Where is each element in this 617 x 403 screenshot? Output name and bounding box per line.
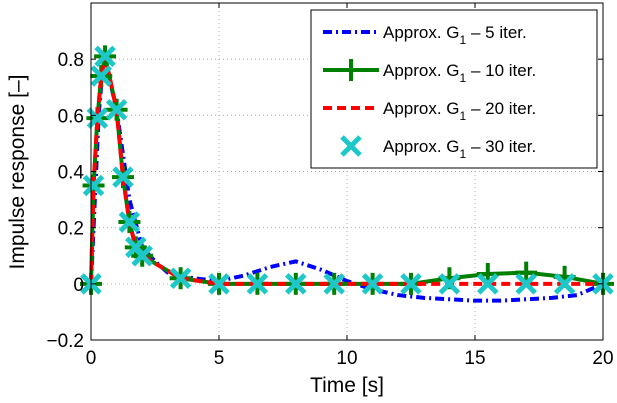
y-tick-label: 0	[73, 275, 84, 296]
data-point	[105, 98, 128, 121]
x-tick-label: 0	[86, 348, 97, 369]
series-layer	[80, 45, 614, 303]
x-marker-b	[400, 273, 422, 295]
axis-ticks: 0 5 10 15 20−0.200.20.40.60.8	[46, 3, 614, 369]
data-point	[82, 174, 105, 197]
legend-item-3: Approx. G1 – 20 iter.	[323, 99, 536, 123]
legend-item-4: Approx. G1 – 30 iter.	[340, 135, 536, 161]
x-marker-b	[118, 211, 141, 233]
x-marker-b	[515, 273, 537, 295]
y-axis-label: Impulse response [–]	[6, 75, 29, 270]
x-marker-b	[131, 244, 153, 267]
x-marker-b	[477, 273, 499, 295]
x-marker-b	[285, 273, 307, 295]
x-marker-b	[105, 98, 128, 121]
x-tick-label: 20	[592, 348, 613, 369]
legend: Approx. G1 – 5 iter. Approx. G1 – 10 iter…	[310, 9, 598, 169]
data-point	[112, 166, 134, 188]
x-marker-b	[361, 273, 384, 295]
x-axis-label: Time [s]	[310, 374, 384, 397]
data-point	[438, 273, 461, 295]
series-3	[89, 54, 603, 286]
x-marker-b	[208, 273, 230, 295]
x-marker-b	[553, 273, 576, 295]
y-tick-label: −0.2	[46, 331, 84, 352]
x-marker-b	[94, 45, 116, 68]
y-tick-label: 0.8	[58, 50, 84, 71]
data-point	[90, 65, 113, 87]
x-marker-b	[90, 65, 113, 87]
x-tick-label: 5	[214, 348, 225, 369]
legend-label: Approx. G1 – 30 iter.	[383, 137, 536, 161]
data-point	[477, 273, 499, 295]
y-tick-label: 0.4	[58, 163, 85, 184]
y-tick-label: 0.2	[58, 219, 84, 240]
data-point	[515, 261, 538, 284]
data-point	[118, 211, 141, 233]
series-line	[89, 51, 604, 303]
x-marker-b	[169, 267, 192, 289]
x-marker-b	[340, 135, 362, 157]
data-point	[208, 273, 230, 295]
x-marker-b	[82, 174, 105, 197]
series-line	[89, 54, 603, 286]
data-point	[131, 244, 153, 267]
data-point	[400, 273, 422, 295]
data-point	[515, 273, 537, 295]
x-marker-b	[246, 273, 269, 295]
data-point	[553, 273, 576, 295]
x-tick-label: 15	[464, 348, 485, 369]
data-point	[94, 45, 116, 68]
x-marker-b	[323, 273, 345, 295]
series-1	[89, 51, 604, 303]
data-point	[169, 267, 192, 289]
data-point	[361, 273, 384, 295]
data-point	[323, 273, 345, 295]
series-4	[80, 45, 614, 295]
y-tick-label: 0.6	[58, 106, 84, 127]
legend-label: Approx. G1 – 10 iter.	[383, 61, 536, 85]
data-point	[246, 273, 269, 295]
x-marker-b	[112, 166, 134, 188]
data-point	[285, 273, 307, 295]
legend-item-1: Approx. G1 – 5 iter.	[323, 23, 527, 47]
legend-label: Approx. G1 – 5 iter.	[383, 23, 527, 47]
x-marker-b	[438, 273, 461, 295]
x-tick-label: 10	[336, 348, 357, 369]
legend-item-2: Approx. G1 – 10 iter.	[323, 59, 536, 85]
legend-label: Approx. G1 – 20 iter.	[383, 99, 536, 123]
